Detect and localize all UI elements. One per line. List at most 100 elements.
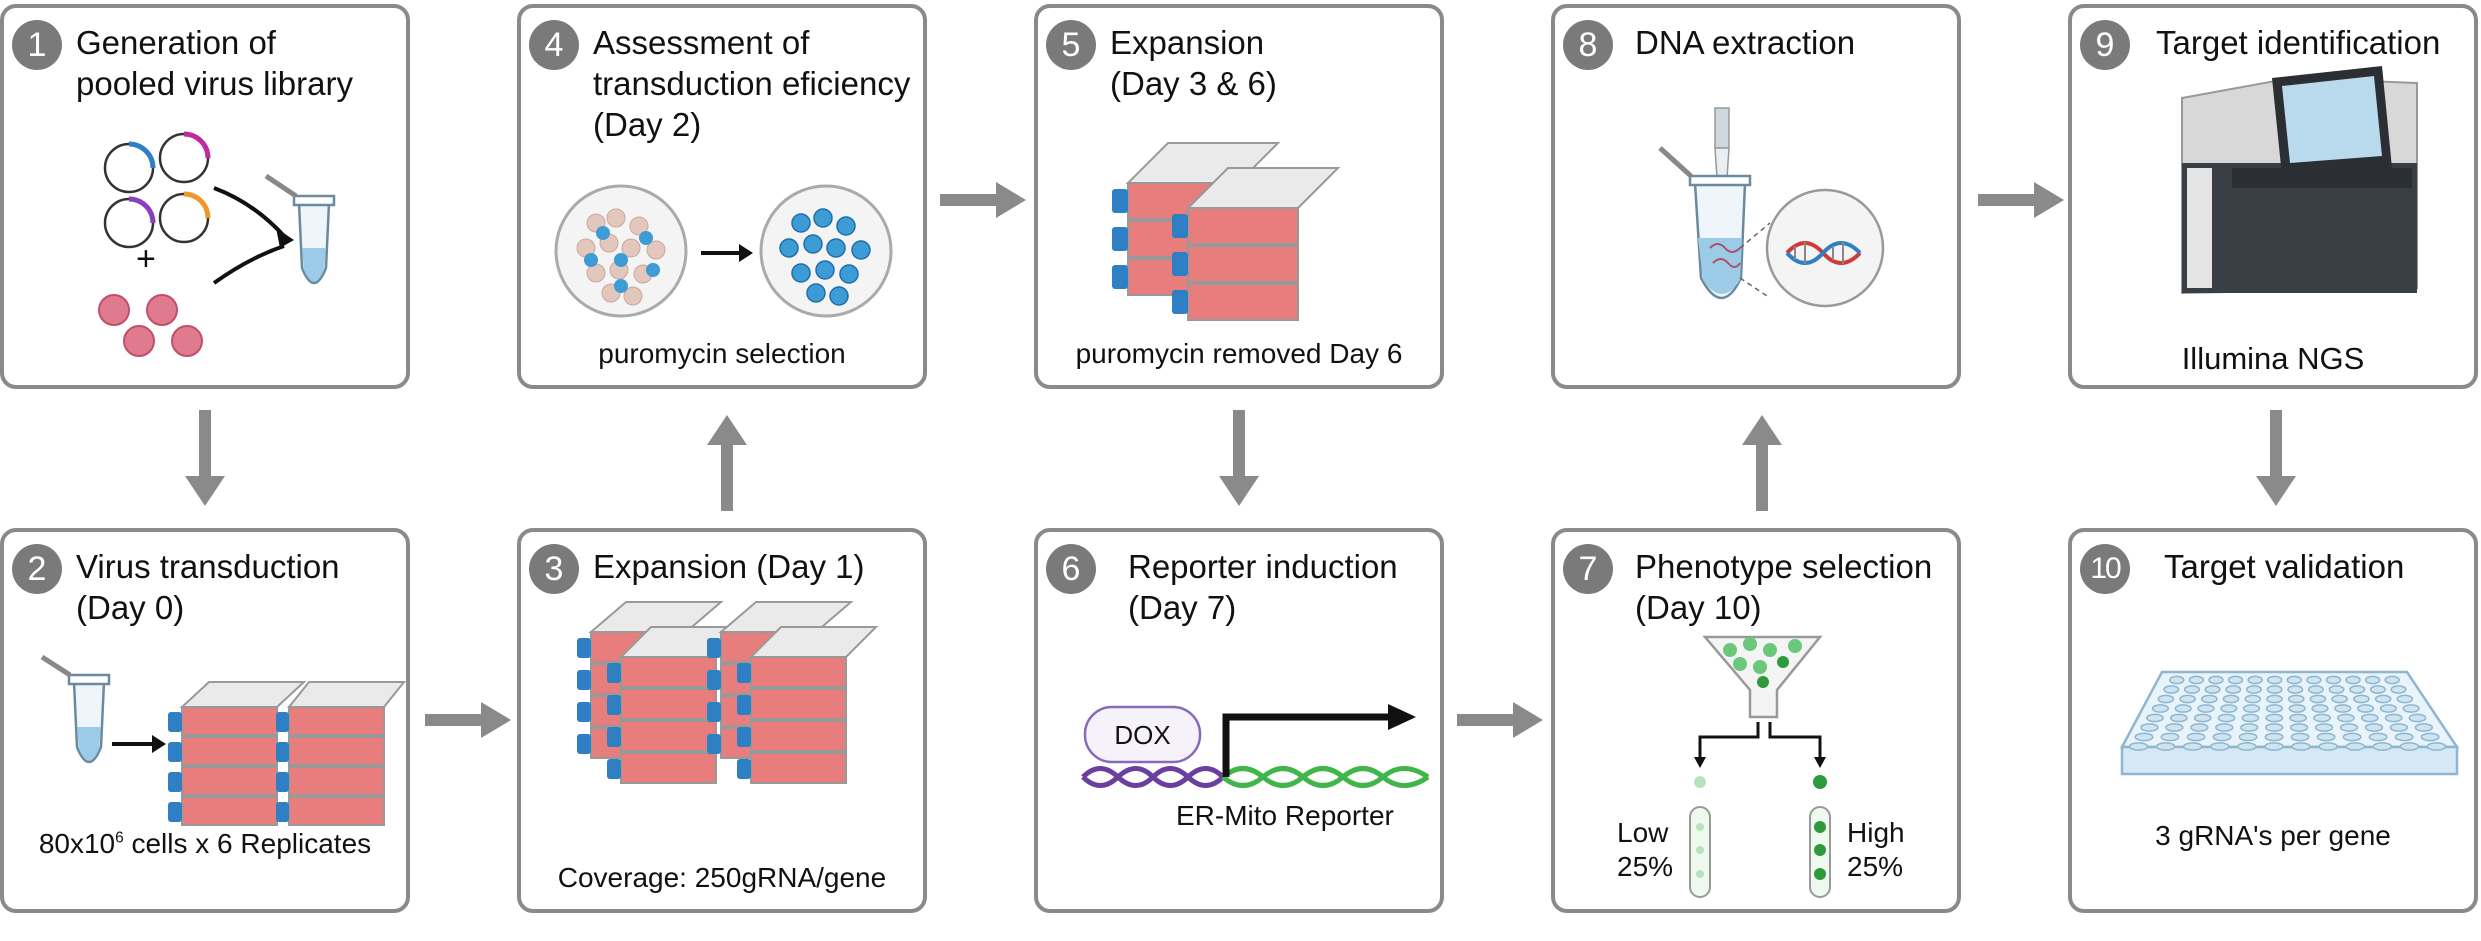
plate-well <box>2204 685 2221 694</box>
plate-well <box>2307 685 2324 694</box>
dox-label-box <box>1083 705 1202 764</box>
plate-well <box>2245 685 2262 694</box>
step-5-panel: 5 Expansion (Day 3 & 6) puromycin remove… <box>1034 4 1444 389</box>
plate-well <box>2220 704 2238 713</box>
plate-well <box>2286 675 2303 685</box>
step-title: DNA extraction <box>1635 24 1856 61</box>
step-title: Target identification <box>2156 24 2441 61</box>
flow-arrow-down <box>185 410 225 506</box>
plate-well <box>2266 694 2283 704</box>
plate-well <box>2134 732 2154 742</box>
facs-sorting-illustration <box>1689 635 1831 898</box>
plate-well <box>2420 732 2440 742</box>
plate-well <box>2306 675 2322 685</box>
plate-well <box>2225 685 2242 694</box>
tube-icon <box>40 654 111 764</box>
step-number-badge: 9 <box>2080 20 2130 70</box>
plate-well <box>2169 713 2188 723</box>
plate-well <box>2289 723 2309 732</box>
plate-well <box>2364 675 2381 685</box>
plate-well <box>2265 713 2284 723</box>
plate-well <box>2384 675 2400 685</box>
plate-well <box>2244 694 2262 704</box>
step-number-badge: 10 <box>2080 544 2130 594</box>
plate-well <box>2186 732 2206 742</box>
plate-well <box>2426 742 2447 751</box>
plate-well <box>2368 732 2388 742</box>
step-title: Target validation <box>2164 548 2405 585</box>
plate-well <box>2183 685 2201 694</box>
plate-well <box>2287 694 2305 704</box>
virus-icon <box>98 294 130 326</box>
flow-arrow-right <box>1978 182 2064 218</box>
plate-well <box>2345 742 2365 751</box>
petri-dish-icon <box>554 184 688 318</box>
step-caption: Coverage: 250gRNA/gene <box>557 862 887 893</box>
plate-well <box>2318 742 2338 751</box>
plate-well <box>2325 675 2342 685</box>
plate-well <box>2146 713 2164 723</box>
step-caption: 3 gRNA's per gene <box>2155 820 2391 851</box>
plate-well <box>2288 704 2306 713</box>
plate-well <box>2372 742 2393 751</box>
plate-well <box>2334 704 2352 713</box>
plate-well <box>2414 723 2433 732</box>
tube-icon <box>1658 146 1752 300</box>
plate-well <box>2151 704 2170 713</box>
step-number-badge: 1 <box>12 20 62 70</box>
plate-well <box>2342 732 2362 742</box>
sequencer-icon <box>2181 66 2418 295</box>
flow-arrow-right <box>425 702 511 738</box>
step-title: Virus transduction (Day 0) <box>76 548 340 626</box>
well-plate-icon <box>2119 670 2460 776</box>
plate-well <box>2215 723 2234 732</box>
step-caption: Illumina NGS <box>2181 341 2365 376</box>
virus-icon <box>123 325 155 357</box>
petri-dish-icon <box>759 184 893 318</box>
plate-well <box>2402 704 2420 713</box>
plate-well <box>2265 704 2283 713</box>
step-title: Phenotype selection (Day 10) <box>1635 548 1933 626</box>
step-1-panel: 1 Generation of pooled virus library + <box>0 4 410 389</box>
step-3-panel: 3 Expansion (Day 1) <box>517 528 927 913</box>
plate-well <box>2399 742 2420 751</box>
plate-well <box>2160 732 2180 742</box>
step-2-panel: 2 Virus transduction (Day 0) <box>0 528 410 913</box>
plate-well <box>2311 704 2329 713</box>
tube-icon <box>1809 806 1831 898</box>
flask-stack-icon <box>276 681 406 826</box>
plate-well <box>2394 732 2414 742</box>
plate-well <box>2212 732 2232 742</box>
plate-well <box>2349 685 2366 694</box>
plate-well <box>2266 675 2283 685</box>
transduction-illustration <box>40 654 406 826</box>
low-gate-label: Low 25% <box>1617 817 1674 882</box>
high-gate-label: High 25% <box>1847 817 1905 882</box>
plate-well <box>2345 675 2361 685</box>
plate-well <box>2408 713 2427 723</box>
plus-sign: + <box>136 240 156 278</box>
flow-arrow-up <box>707 415 747 511</box>
reporter-label: ER-Mito Reporter <box>1176 800 1394 831</box>
petri-dish-illustration <box>554 184 893 318</box>
plate-well <box>2389 723 2409 732</box>
step-number-badge: 8 <box>1563 20 1613 70</box>
virus-icon <box>146 294 178 326</box>
plate-well <box>2165 723 2184 732</box>
flask-stack-icon <box>737 626 879 784</box>
step-6-panel: 6 Reporter induction (Day 7) DOX ER-Mito… <box>1034 528 1444 913</box>
plate-well <box>2309 694 2327 704</box>
flask-expansion-illustration <box>1112 142 1341 321</box>
plate-well <box>2291 742 2311 751</box>
plate-well <box>2240 723 2259 732</box>
plate-well <box>2264 732 2284 742</box>
virus-icon <box>171 325 203 357</box>
well-plate-illustration <box>2119 670 2460 776</box>
step-title: Reporter induction (Day 7) <box>1128 548 1398 626</box>
flow-arrow-up <box>1742 415 1782 511</box>
plate-well <box>2331 694 2348 704</box>
plate-well <box>2182 742 2203 751</box>
step-title: Expansion (Day 3 & 6) <box>1110 24 1277 102</box>
step-number-badge: 6 <box>1046 544 1096 594</box>
plate-well <box>2222 694 2240 704</box>
